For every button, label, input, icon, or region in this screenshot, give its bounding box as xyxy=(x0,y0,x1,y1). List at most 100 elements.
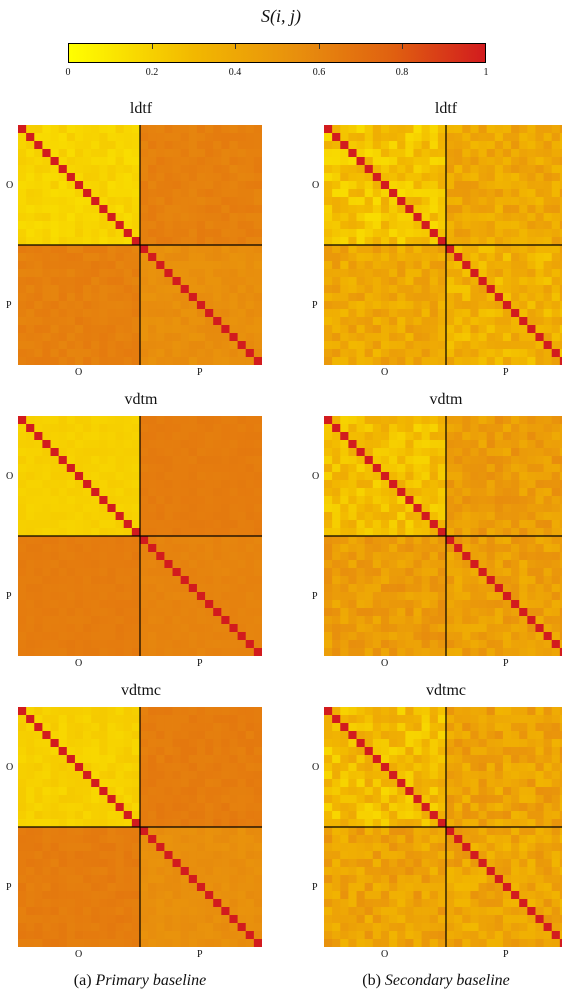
heatmap-cell xyxy=(372,253,382,262)
heatmap-cell xyxy=(237,819,247,828)
heatmap-cell xyxy=(26,747,35,756)
heatmap-cell xyxy=(421,205,431,214)
heatmap-cell xyxy=(66,763,76,772)
heatmap-cell xyxy=(26,632,35,641)
heatmap-cell xyxy=(42,592,51,601)
heatmap-cell xyxy=(156,584,165,593)
heatmap-cell xyxy=(172,165,182,174)
heatmap-cell xyxy=(188,325,198,334)
heatmap-cell xyxy=(188,608,198,617)
heatmap-cell xyxy=(107,715,116,724)
heatmap-cell xyxy=(50,843,60,852)
heatmap-cell xyxy=(527,707,536,716)
heatmap-cell xyxy=(115,931,125,940)
heatmap-cell xyxy=(115,608,125,617)
heatmap-cell xyxy=(164,552,173,561)
heatmap-cell xyxy=(123,819,133,828)
heatmap-cell xyxy=(519,568,528,577)
heatmap-cell xyxy=(389,277,398,286)
heatmap-cell xyxy=(18,616,27,625)
heatmap-cell xyxy=(437,245,447,254)
heatmap-cell xyxy=(348,592,357,601)
heatmap-cell xyxy=(543,488,553,497)
heatmap-cell xyxy=(237,464,247,473)
heatmap-cell xyxy=(470,301,479,310)
heatmap-cell xyxy=(502,333,512,342)
heatmap-cell xyxy=(437,576,447,585)
heatmap-cell xyxy=(205,141,214,150)
heatmap-cell xyxy=(356,528,366,537)
heatmap-cell xyxy=(107,416,116,425)
heatmap-cell xyxy=(180,488,190,497)
heatmap-cell xyxy=(83,448,92,457)
heatmap-cell xyxy=(140,309,149,318)
heatmap-cell xyxy=(196,325,206,334)
heatmap-cell xyxy=(527,357,536,365)
heatmap-cell xyxy=(245,723,255,732)
heatmap-cell xyxy=(245,133,255,142)
heatmap-cell xyxy=(196,648,206,656)
heatmap-cell xyxy=(494,819,504,828)
heatmap-cell xyxy=(535,576,544,585)
heatmap-cell xyxy=(237,560,247,569)
heatmap-cell xyxy=(180,923,190,932)
heatmap-cell xyxy=(50,707,60,716)
heatmap-cell xyxy=(42,883,51,892)
heatmap-cell xyxy=(180,536,190,545)
heatmap-cell xyxy=(389,747,398,756)
heatmap-cell xyxy=(188,253,198,262)
heatmap-cell xyxy=(486,584,496,593)
heatmap-cell xyxy=(237,285,247,294)
heatmap-cell xyxy=(172,923,182,932)
heatmap-cell xyxy=(237,536,247,545)
heatmap-cell xyxy=(527,440,536,449)
heatmap-cell xyxy=(18,472,27,481)
heatmap-cell xyxy=(115,349,125,358)
heatmap-cell xyxy=(188,245,198,254)
heatmap-cell xyxy=(115,600,125,609)
heatmap-cell xyxy=(332,560,341,569)
heatmap-cell xyxy=(115,632,125,641)
heatmap-cell xyxy=(454,560,463,569)
heatmap-cell xyxy=(34,624,43,633)
heatmap-cell xyxy=(156,779,165,788)
heatmap-cell xyxy=(99,432,108,441)
heatmap-cell xyxy=(372,528,382,537)
heatmap-cell xyxy=(494,811,504,820)
heatmap-cell xyxy=(91,827,100,836)
heatmap-cell xyxy=(172,173,182,182)
heatmap-cell xyxy=(348,189,357,198)
heatmap-cell xyxy=(196,899,206,908)
heatmap-cell xyxy=(535,480,544,489)
heatmap-cell xyxy=(348,357,357,365)
heatmap-cell xyxy=(205,253,214,262)
heatmap-cell xyxy=(188,552,198,561)
heatmap-cell xyxy=(58,456,68,465)
heatmap-cell xyxy=(527,237,536,246)
heatmap-cell xyxy=(156,608,165,617)
heatmap-cell xyxy=(372,285,382,294)
heatmap-cell xyxy=(348,763,357,772)
heatmap-cell xyxy=(91,285,100,294)
heatmap-cell xyxy=(115,125,125,134)
heatmap-cell xyxy=(372,213,382,222)
heatmap-cell xyxy=(18,851,27,860)
heatmap-cell xyxy=(140,875,149,884)
heatmap-cell xyxy=(66,448,76,457)
heatmap-cell xyxy=(535,165,544,174)
heatmap-cell xyxy=(348,293,357,302)
heatmap-cell xyxy=(148,640,157,649)
heatmap-cell xyxy=(405,424,414,433)
heatmap-cell xyxy=(140,149,149,158)
heatmap-cell xyxy=(551,301,561,310)
heatmap-cell xyxy=(551,488,561,497)
heatmap-cell xyxy=(397,349,406,358)
heatmap-cell xyxy=(131,568,141,577)
heatmap-cell xyxy=(196,432,206,441)
heatmap-cell xyxy=(148,125,157,134)
heatmap-cell xyxy=(454,795,463,804)
heatmap-cell xyxy=(131,536,141,545)
heatmap-cell xyxy=(229,640,238,649)
heatmap-cell xyxy=(324,416,333,425)
heatmap-cell xyxy=(486,763,496,772)
